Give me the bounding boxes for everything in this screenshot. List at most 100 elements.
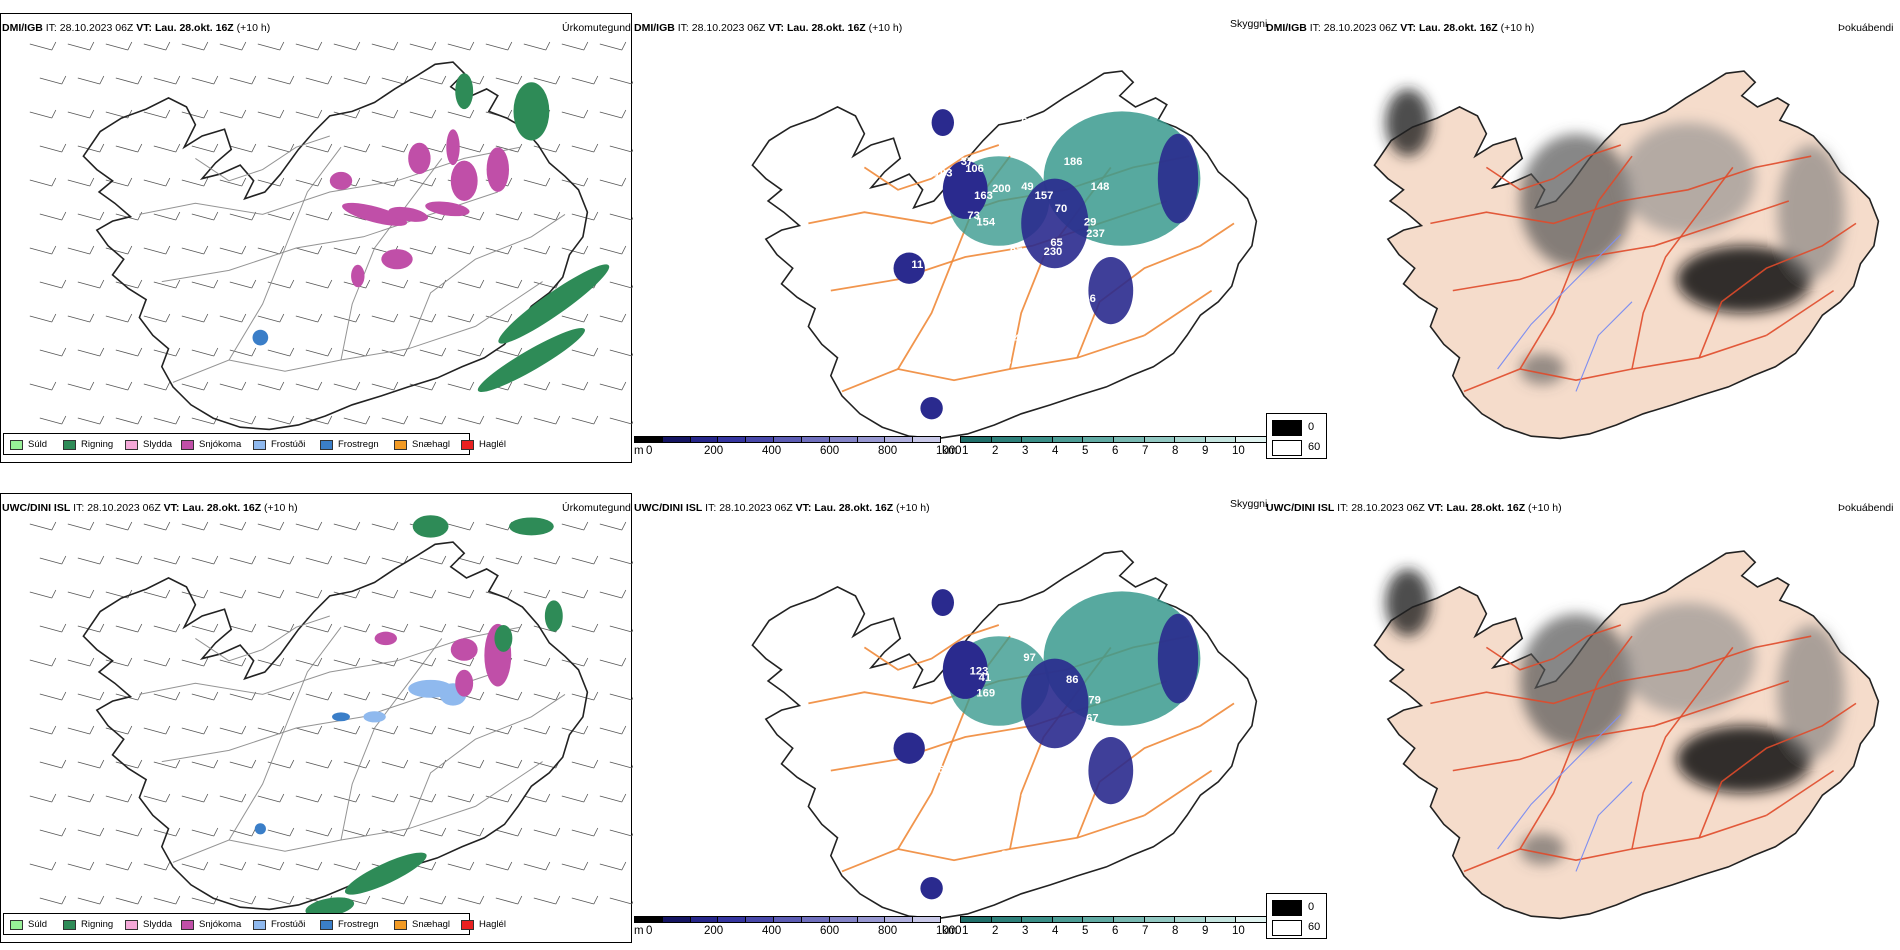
wind-barb xyxy=(495,75,523,85)
visibility-tick-label: 6 xyxy=(1112,445,1119,457)
road-line xyxy=(1463,334,1767,393)
it-label: IT: xyxy=(677,22,689,34)
panel-title-ptype-row1: DMI/IGB IT: 28.10.2023 06Z VT: Lau. 28.o… xyxy=(2,22,270,34)
panel-title-cloud-row1: DMI/IGB IT: 28.10.2023 06Z VT: Lau. 28.o… xyxy=(634,22,902,34)
cloud-base-label: 200 xyxy=(992,183,1011,195)
wind-barb xyxy=(609,77,633,85)
wind-barb xyxy=(191,623,219,633)
wind-barb xyxy=(419,623,447,633)
vt-value: Lau. 28.okt. 16Z xyxy=(1446,502,1526,514)
wind-barb xyxy=(419,75,447,85)
wind-barb xyxy=(447,725,475,735)
wind-barb xyxy=(599,313,627,323)
rain-area xyxy=(455,73,474,110)
panel-title-cover-row2: UWC/DINI ISL IT: 28.10.2023 06Z VT: Lau.… xyxy=(1266,502,1562,514)
wind-barb xyxy=(447,589,475,599)
fog-fields xyxy=(1385,89,1845,385)
wind-barb xyxy=(257,109,285,119)
wind-barb xyxy=(39,827,67,837)
it-value: 28.10.2023 06Z xyxy=(1323,22,1398,34)
cloud-base-tick-label: 200 xyxy=(704,925,724,937)
wind-barb xyxy=(343,75,371,85)
wind-barb xyxy=(181,521,209,531)
legend-label: Slydda xyxy=(143,919,173,930)
road-line xyxy=(475,761,543,807)
visibility-tick-label: 2 xyxy=(992,445,999,457)
wind-barb xyxy=(599,381,627,391)
road-line xyxy=(863,144,1000,191)
lead-time: (+10 h) xyxy=(1500,22,1535,34)
cloud-base-colorbar xyxy=(634,916,941,923)
wind-barb xyxy=(599,41,627,51)
visibility-unit: km xyxy=(942,925,958,937)
wind-barb xyxy=(409,657,437,667)
wind-barb xyxy=(561,657,589,667)
wind-barb xyxy=(495,415,523,425)
legend-label: Snæhagl xyxy=(412,919,451,930)
cloud-base-label: 96 xyxy=(961,132,973,144)
wind-barb xyxy=(105,109,133,119)
wind-barb xyxy=(609,145,633,153)
precip-type-map-row1: Súld Rigning Slydda Snjókoma Frostúði Frostre… xyxy=(0,13,633,463)
wind-barb xyxy=(29,589,57,599)
road-line xyxy=(1631,646,1734,850)
snow-area xyxy=(342,202,408,226)
wind-barb xyxy=(295,657,323,667)
cloud-base-label: 70 xyxy=(956,589,968,601)
wind-barb xyxy=(495,691,523,701)
wind-barb xyxy=(29,793,57,803)
wind-barb xyxy=(561,861,589,871)
wind-barb xyxy=(67,861,95,871)
cloud-base-tick-label: 200 xyxy=(704,445,724,457)
wind-barb xyxy=(571,827,599,837)
wind-barb xyxy=(77,555,105,565)
legend-label: Frostúði xyxy=(271,439,306,450)
wind-barb xyxy=(153,623,181,633)
wind-barb xyxy=(67,313,95,323)
cloud-base-area xyxy=(1088,257,1134,325)
it-label: IT: xyxy=(705,502,717,514)
model-name: UWC/DINI ISL xyxy=(1266,502,1335,514)
cover-map-row1 xyxy=(1266,13,1900,463)
colorbar-segment xyxy=(634,916,663,923)
wind-barb xyxy=(267,415,295,425)
wind-barb xyxy=(229,415,257,425)
wind-barb xyxy=(561,589,589,599)
cloud-map-row1: 118 96 103 37 106 163 200 73 154 60 120 49 157 186 148… xyxy=(634,13,1264,463)
legend-swatch xyxy=(10,919,23,930)
wind-barb xyxy=(599,861,627,871)
wind-barb xyxy=(267,347,295,357)
wind-barb xyxy=(105,657,133,667)
cloud-base-area xyxy=(1157,613,1199,704)
road-line xyxy=(1485,144,1622,191)
wind-barb xyxy=(219,177,247,187)
vt-label: VT: xyxy=(1427,502,1444,514)
freezing-area xyxy=(252,329,269,346)
legend-swatch xyxy=(320,919,333,930)
snow-area xyxy=(351,264,365,288)
legend-swatch xyxy=(461,439,474,450)
wind-barb xyxy=(219,109,247,119)
vt-label: VT: xyxy=(1400,22,1417,34)
wind-barb xyxy=(609,281,633,289)
wind-barb xyxy=(295,521,323,531)
wind-barb xyxy=(419,555,447,565)
wind-barb xyxy=(181,245,209,255)
cloud-base-label: 72 xyxy=(979,266,991,278)
cloud-base-area xyxy=(1021,178,1089,269)
cloud-base-label: 41 xyxy=(979,672,991,684)
visibility-tick-label: 1 xyxy=(962,925,969,937)
wind-barb xyxy=(105,861,133,871)
snow-area xyxy=(374,631,397,646)
wind-barb xyxy=(561,109,589,119)
wind-barb xyxy=(191,347,219,357)
colorbar-segment xyxy=(912,436,941,443)
wind-barbs xyxy=(29,521,633,905)
cloud-base-label: 85 xyxy=(1010,373,1022,385)
wind-barb xyxy=(457,759,485,769)
colorbar-segment xyxy=(1021,436,1053,443)
road-line xyxy=(841,814,1145,873)
colorbar-segment xyxy=(960,916,992,923)
wind-barb xyxy=(39,415,67,425)
